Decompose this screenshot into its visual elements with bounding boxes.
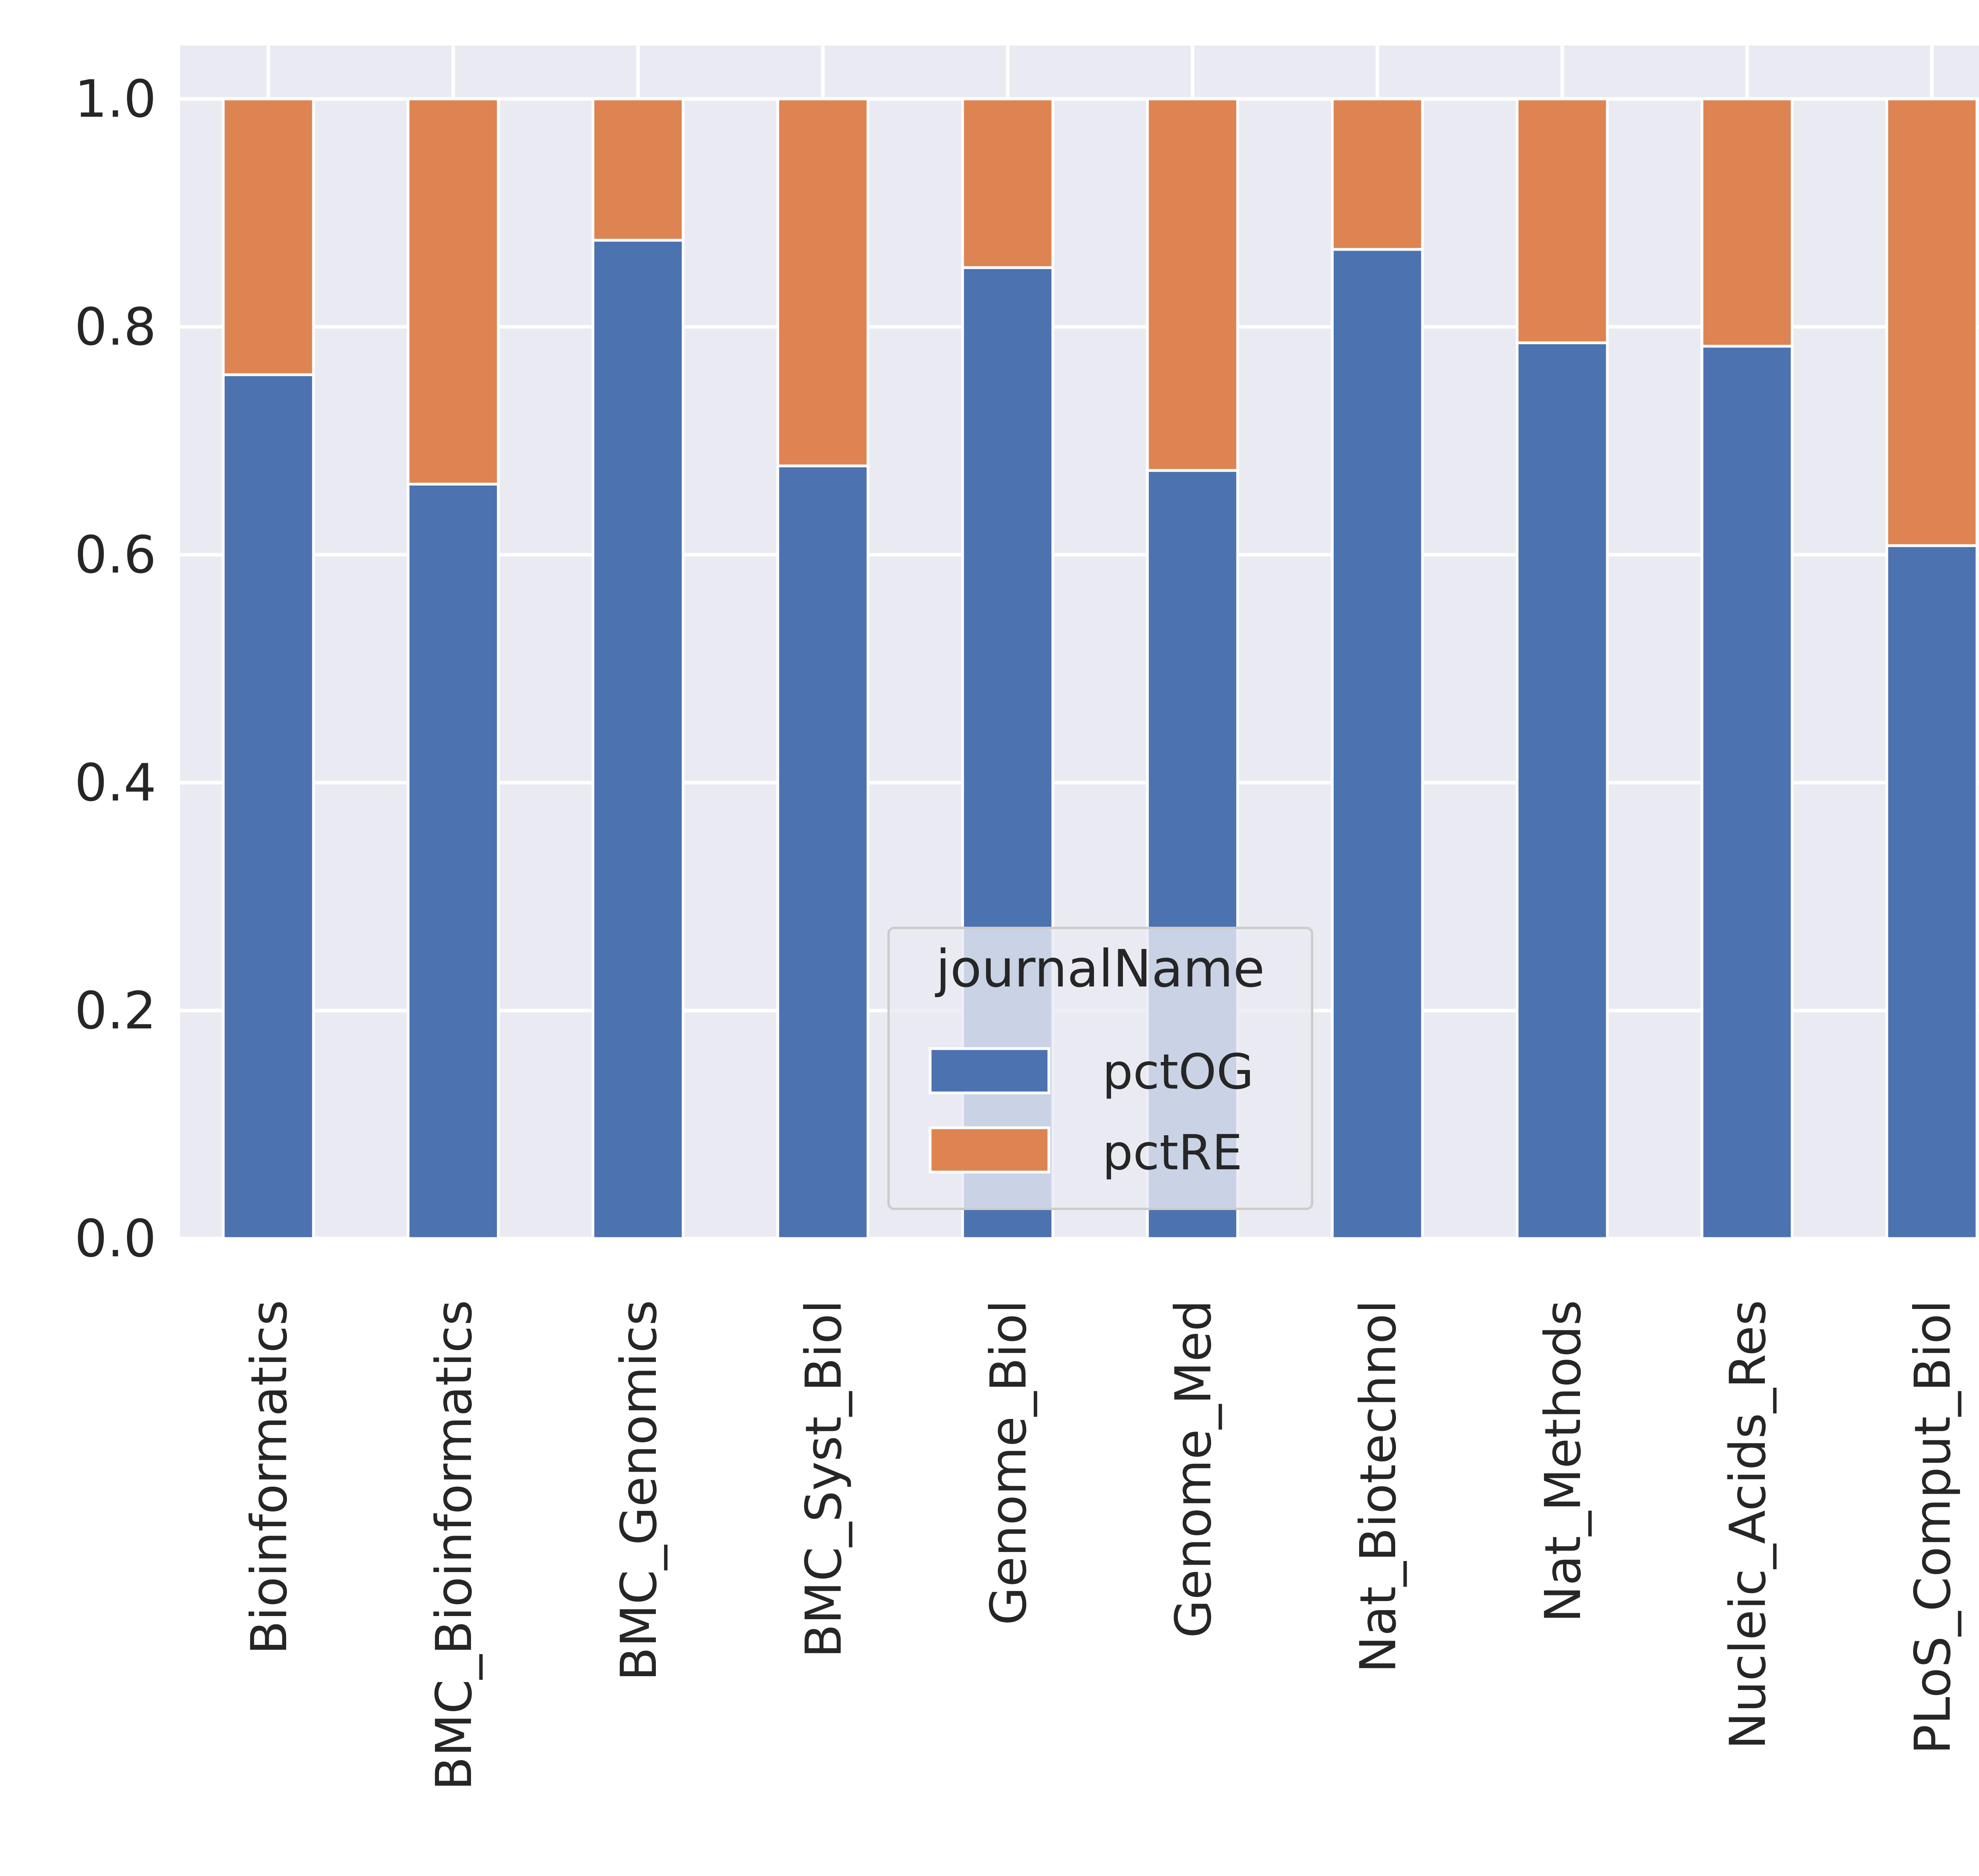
x-tick-label-plos-comput-biol: PLoS_Comput_Biol: [1904, 1300, 1962, 1754]
y-tick-label: 0.2: [74, 981, 156, 1041]
legend-swatch-pctog: [929, 1047, 1050, 1094]
legend-swatch-pctre: [929, 1126, 1050, 1174]
y-tick-label: 0.0: [74, 1208, 156, 1269]
x-tick-label-bmc-bioinformatics: BMC_Bioinformatics: [425, 1300, 483, 1791]
legend: journalName pctOG pctRE: [887, 927, 1313, 1210]
bars: [222, 97, 1979, 1240]
bar-pctre-bioinformatics: [222, 97, 315, 376]
bar-pctre-bmc-bioinformatics: [406, 97, 500, 486]
y-tick-labels: 0.0 0.2 0.4 0.6 0.8 1.0: [74, 69, 156, 1269]
bar-pctog-nat-methods: [1516, 341, 1609, 1240]
x-tick-labels: Bioinformatics BMC_Bioinformatics BMC_Geno…: [241, 1300, 1962, 1791]
x-tick-label-nucleic-acids-res: Nucleic_Acids_Res: [1719, 1300, 1777, 1749]
bar-pctre-bmc-syst-biol: [776, 97, 870, 467]
x-tick-label-bioinformatics: Bioinformatics: [241, 1300, 298, 1655]
x-tick-label-nat-methods: Nat_Methods: [1535, 1300, 1592, 1623]
bar-pctre-genome-med: [1146, 97, 1239, 472]
x-tick-label-genome-med: Genome_Med: [1165, 1300, 1222, 1638]
x-tick-label-bmc-syst-biol: BMC_Syst_Biol: [795, 1300, 853, 1658]
bar-pctog-nat-biotechnol: [1331, 248, 1424, 1240]
y-tick-label: 0.6: [74, 525, 156, 585]
bar-pctog-plos-comput-biol: [1885, 544, 1979, 1240]
legend-title: journalName: [935, 939, 1265, 999]
bar-pctog-bmc-syst-biol: [776, 464, 870, 1240]
y-tick-label: 0.4: [74, 753, 156, 813]
x-tick-label-genome-biol: Genome_Biol: [980, 1300, 1037, 1625]
y-tick-label: 1.0: [74, 69, 156, 129]
bar-pctre-genome-biol: [961, 97, 1054, 269]
bar-pctog-bmc-bioinformatics: [406, 482, 500, 1240]
bar-pctog-nucleic-acids-res: [1700, 345, 1794, 1240]
bar-pctre-nat-methods: [1516, 97, 1609, 344]
bar-pctre-nucleic-acids-res: [1700, 97, 1794, 348]
bar-pctre-plos-comput-biol: [1885, 97, 1979, 547]
legend-label-pctre: pctRE: [1102, 1125, 1242, 1181]
x-tick-label-nat-biotechnol: Nat_Biotechnol: [1350, 1300, 1407, 1673]
bar-pctre-bmc-genomics: [591, 97, 685, 242]
y-tick-label: 0.8: [74, 297, 156, 357]
legend-label-pctog: pctOG: [1102, 1044, 1254, 1100]
x-tick-label-bmc-genomics: BMC_Genomics: [610, 1300, 668, 1681]
bar-pctog-bmc-genomics: [591, 239, 685, 1240]
bar-pctre-nat-biotechnol: [1331, 97, 1424, 251]
bar-pctog-bioinformatics: [222, 373, 315, 1240]
